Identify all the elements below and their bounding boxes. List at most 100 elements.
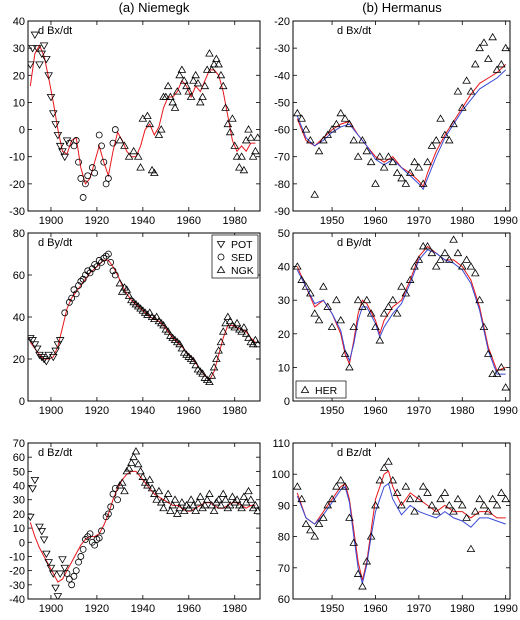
y-tick-label: -40 — [9, 594, 25, 606]
data-point-her — [358, 302, 367, 310]
data-point-her — [336, 315, 346, 324]
data-point-ngk — [175, 70, 184, 79]
data-point-her — [410, 157, 419, 166]
data-point-her — [462, 255, 471, 263]
data-point-her — [375, 152, 385, 160]
legend-label-ngk: NGK — [231, 265, 254, 277]
data-point-pot — [53, 593, 63, 599]
x-tick-label: 1960 — [177, 215, 201, 227]
data-point-her — [349, 538, 359, 546]
data-point-ngk — [191, 506, 200, 514]
data-point-her — [293, 262, 302, 270]
data-point-her — [440, 488, 450, 496]
y-tick-label: 20 — [278, 329, 290, 341]
x-tick-label: 1940 — [131, 603, 155, 615]
legend-marker-her — [300, 385, 310, 393]
data-point-pot — [39, 356, 49, 364]
x-tick-label: 1980 — [450, 215, 474, 227]
data-point-sed — [79, 545, 87, 553]
data-point-ngk — [214, 346, 223, 354]
data-point-pot — [39, 536, 49, 544]
data-point-ngk — [244, 486, 253, 495]
data-point-pot — [53, 132, 63, 140]
data-point-pot — [30, 476, 40, 485]
panel-label: d Bx/dt — [38, 25, 72, 37]
data-point-her — [384, 302, 393, 310]
data-point-sed — [111, 271, 119, 279]
x-tick-label: 1960 — [363, 215, 387, 227]
data-point-her — [475, 295, 484, 304]
data-point-ngk — [244, 333, 253, 341]
data-point-ngk — [207, 371, 217, 379]
data-point-sed — [82, 271, 89, 279]
data-point-ngk — [216, 70, 226, 79]
data-point-ngk — [198, 369, 207, 377]
data-point-sed — [82, 180, 89, 188]
data-point-her — [453, 248, 463, 257]
x-tick-label: 1920 — [85, 405, 109, 417]
data-point-ngk — [200, 501, 210, 509]
data-point-her — [501, 43, 510, 52]
x-tick-label: 1980 — [450, 405, 474, 417]
y-tick-label: -50 — [274, 97, 290, 109]
data-point-sed — [84, 267, 92, 275]
data-point-ngk — [143, 481, 152, 489]
data-point-her — [366, 309, 376, 317]
data-point-her — [484, 349, 493, 357]
data-point-her — [462, 513, 471, 521]
y-tick-label: -90 — [274, 206, 290, 218]
data-point-her — [297, 114, 306, 122]
data-point-her — [340, 114, 350, 122]
data-point-her — [388, 295, 398, 304]
data-point-sed — [107, 258, 115, 266]
data-point-ngk — [186, 92, 196, 100]
data-point-ngk — [207, 65, 217, 73]
data-point-her — [332, 295, 341, 304]
data-point-her — [388, 476, 398, 484]
data-point-sed — [77, 277, 85, 285]
data-point-her — [449, 235, 458, 243]
data-point-ngk — [166, 92, 175, 100]
data-point-her — [401, 289, 411, 297]
data-point-ngk — [230, 323, 240, 331]
data-point-her — [345, 513, 354, 521]
axes-frame — [27, 20, 261, 212]
y-tick-label: 40 — [13, 481, 25, 493]
chart-panel-2: 1900 1920 1940 1960 1980 0 20 40 60 80 d By/dt POTS… — [13, 228, 261, 417]
data-point-ngk — [228, 492, 237, 500]
x-tick-label: 1950 — [320, 405, 344, 417]
data-point-her — [375, 336, 385, 344]
data-point-ngk — [221, 103, 230, 111]
data-point-ngk — [241, 329, 251, 337]
data-point-ngk — [129, 452, 138, 461]
data-point-ngk — [152, 495, 161, 503]
chart-panel-5: 1950 1960 1970 1980 1990 0 10 20 30 40 50 d By/dt HE… — [278, 228, 518, 417]
data-point-her — [492, 65, 502, 73]
data-point-her — [336, 108, 346, 117]
data-point-her — [453, 494, 463, 503]
y-tick-label: 20 — [13, 509, 25, 521]
x-tick-label: 1980 — [222, 405, 246, 417]
data-point-sed — [72, 567, 80, 575]
data-point-ngk — [248, 152, 258, 160]
y-tick-label: 30 — [13, 495, 25, 507]
plot-area — [293, 32, 510, 198]
data-point-ngk — [161, 495, 171, 503]
data-point-ngk — [232, 152, 242, 160]
data-point-her — [423, 242, 432, 250]
data-point-sed — [95, 256, 103, 264]
data-point-sed — [77, 175, 85, 182]
data-point-her — [470, 268, 480, 277]
data-point-sed — [72, 290, 80, 298]
data-point-ngk — [136, 466, 145, 475]
data-point-her — [323, 302, 333, 310]
data-point-her — [327, 125, 337, 133]
data-point-sed — [95, 534, 103, 542]
data-point-ngk — [191, 70, 200, 79]
data-point-pot — [28, 337, 37, 345]
data-point-ngk — [127, 458, 136, 466]
y-tick-label: 20 — [13, 354, 25, 366]
data-point-ngk — [136, 163, 145, 171]
x-tick-label: 1950 — [320, 215, 344, 227]
